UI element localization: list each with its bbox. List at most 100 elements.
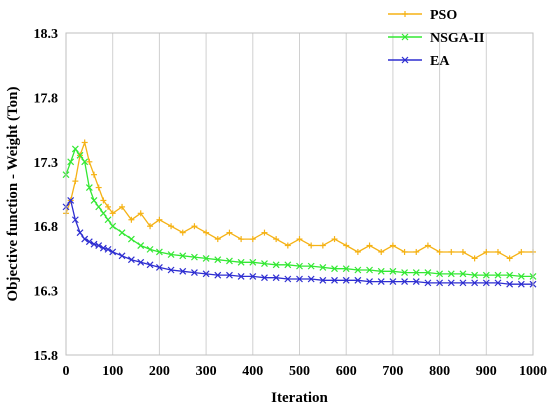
data-point-pso: [401, 248, 408, 255]
data-point-ea: [127, 256, 135, 264]
data-point-nsga-ii: [354, 266, 362, 274]
data-point-nsga-ii: [261, 260, 268, 267]
data-point-nsga-ii: [249, 258, 257, 266]
data-point-nsga-ii: [99, 209, 107, 217]
data-point-ea: [272, 274, 280, 282]
data-point-nsga-ii: [137, 242, 145, 249]
data-point-ea: [424, 279, 432, 287]
x-tick-label: 100: [102, 364, 123, 379]
legend-label: PSO: [430, 8, 457, 23]
data-point-nsga-ii: [506, 271, 514, 279]
data-point-nsga-ii: [412, 269, 420, 276]
data-point-ea: [436, 279, 444, 287]
data-point-pso: [95, 184, 102, 191]
data-point-pso: [261, 229, 268, 236]
data-point-ea: [76, 229, 84, 237]
data-point-ea: [109, 248, 117, 256]
data-point-pso: [378, 248, 385, 255]
data-point-nsga-ii: [517, 273, 525, 280]
legend: PSO NSGA-II EA: [388, 8, 484, 69]
data-point-ea: [354, 276, 362, 284]
data-point-nsga-ii: [424, 269, 432, 276]
x-tick-label: 800: [429, 364, 450, 379]
data-point-pso: [471, 255, 478, 262]
data-point-ea: [146, 261, 154, 269]
x-tick-label: 900: [476, 364, 497, 379]
data-point-nsga-ii: [179, 252, 187, 260]
data-point-pso: [86, 158, 93, 165]
data-point-pso: [483, 248, 490, 255]
data-point-ea: [118, 252, 126, 260]
data-point-pso: [343, 242, 350, 249]
data-point-pso: [389, 242, 396, 249]
data-point-ea: [459, 279, 467, 287]
data-point-nsga-ii: [319, 263, 327, 271]
legend-label: EA: [430, 54, 450, 69]
data-point-nsga-ii: [95, 203, 103, 211]
data-point-pso: [413, 248, 420, 255]
data-point-pso: [137, 210, 144, 217]
data-point-ea: [261, 274, 268, 282]
data-point-nsga-ii: [284, 261, 292, 269]
data-point-ea: [214, 271, 222, 279]
data-point-pso: [518, 248, 525, 255]
legend-item-pso: PSO: [388, 8, 457, 23]
data-point-ea: [517, 280, 525, 288]
data-point-nsga-ii: [494, 271, 502, 279]
x-axis-ticks: 0 100 200 300 400 500 600 700 800 900 1000: [63, 364, 548, 379]
data-point-ea: [506, 280, 514, 288]
data-point-pso: [72, 178, 79, 185]
data-point-pso: [354, 248, 361, 255]
x-tick-label: 700: [382, 364, 403, 379]
data-point-nsga-ii: [85, 184, 93, 191]
data-point-nsga-ii: [127, 235, 135, 243]
data-point-ea: [249, 273, 257, 280]
data-point-pso: [147, 223, 154, 230]
data-point-nsga-ii: [109, 222, 117, 230]
data-point-ea: [342, 276, 350, 284]
x-tick-label: 1000: [519, 364, 547, 379]
x-tick-label: 400: [242, 364, 263, 379]
data-point-nsga-ii: [401, 269, 408, 276]
data-point-pso: [506, 255, 513, 262]
data-point-ea: [167, 266, 175, 274]
data-point-nsga-ii: [202, 254, 210, 262]
data-point-pso: [156, 216, 163, 223]
data-point-ea: [307, 275, 315, 283]
data-point-ea: [226, 271, 233, 279]
series-layer: [62, 139, 537, 288]
data-point-nsga-ii: [272, 261, 280, 269]
data-point-ea: [319, 276, 327, 284]
data-point-pso: [448, 248, 455, 255]
legend-marker: [401, 33, 409, 41]
data-point-pso: [109, 210, 116, 217]
data-point-pso: [296, 236, 303, 243]
data-point-nsga-ii: [81, 158, 89, 166]
data-point-pso: [119, 203, 126, 210]
data-point-nsga-ii: [104, 216, 112, 224]
x-tick-label: 0: [63, 364, 70, 379]
y-tick-label: 17.3: [34, 156, 59, 171]
data-point-pso: [238, 236, 245, 243]
x-tick-label: 600: [336, 364, 357, 379]
data-point-ea: [482, 279, 490, 287]
data-point-ea: [71, 216, 79, 224]
data-point-nsga-ii: [118, 229, 126, 237]
data-point-nsga-ii: [459, 270, 467, 278]
data-point-nsga-ii: [155, 248, 163, 256]
data-point-ea: [179, 267, 187, 275]
data-point-nsga-ii: [191, 253, 198, 261]
data-point-ea: [389, 278, 397, 286]
data-point-pso: [319, 242, 326, 249]
plot-frame: [65, 32, 534, 356]
data-point-nsga-ii: [436, 270, 444, 278]
data-point-pso: [436, 248, 443, 255]
data-point-pso: [331, 236, 338, 243]
data-point-nsga-ii: [342, 265, 350, 273]
legend-marker: [402, 11, 408, 17]
y-axis-title: Objective function - Weight (Ton): [5, 86, 21, 301]
data-point-ea: [377, 278, 385, 286]
data-point-ea: [95, 242, 103, 249]
data-point-pso: [100, 197, 107, 204]
data-point-nsga-ii: [447, 270, 455, 278]
